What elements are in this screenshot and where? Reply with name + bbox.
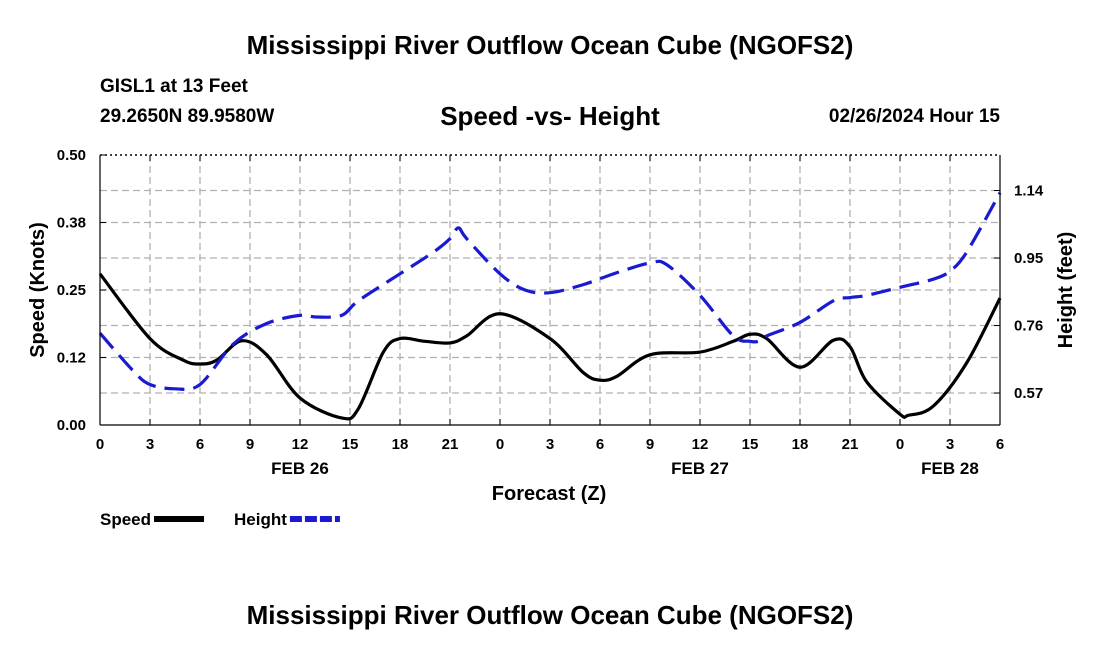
y-left-tick-label: 0.50: [57, 147, 86, 164]
main-title: Mississippi River Outflow Ocean Cube (NG…: [246, 30, 854, 60]
y-right-tick-label: 1.14: [1014, 183, 1044, 200]
y-left-tick-label: 0.25: [57, 282, 86, 299]
y-right-tick-label: 0.57: [1014, 385, 1043, 402]
chart-axes: 0 3 6 9 12 15 18 21 0 3 6 9 12 15 18 21 0 3 6 0.00 0.12 0.25 0…: [57, 147, 1044, 478]
x-tick-label: 9: [246, 436, 254, 453]
bottom-title: Mississippi River Outflow Ocean Cube (NG…: [246, 600, 854, 630]
date-label: FEB 28: [921, 459, 979, 478]
y-right-tick-label: 0.76: [1014, 318, 1043, 335]
x-tick-label: 6: [596, 436, 604, 453]
x-tick-label: 3: [946, 436, 954, 453]
y-left-tick-label: 0.38: [57, 215, 86, 232]
y-right-tick-label: 0.95: [1014, 250, 1043, 267]
y-left-tick-label: 0.12: [57, 350, 86, 367]
forecast-datetime: 02/26/2024 Hour 15: [828, 106, 1000, 127]
y-axis-right-label: Height (feet): [1055, 232, 1077, 349]
x-axis-label: Forecast (Z): [492, 483, 606, 505]
legend-label-height: Height: [234, 510, 287, 529]
chart-grid: [100, 155, 1000, 425]
x-tick-label: 18: [792, 436, 809, 453]
x-tick-label: 3: [146, 436, 154, 453]
y-left-tick-label: 0.00: [57, 417, 86, 434]
x-tick-label: 18: [392, 436, 409, 453]
chart-legend: Speed Height: [100, 510, 340, 529]
y-axis-left-label: Speed (Knots): [27, 222, 49, 358]
x-tick-label: 15: [742, 436, 759, 453]
station-label: GISL1 at 13 Feet: [100, 76, 248, 97]
x-tick-label: 21: [842, 436, 859, 453]
station-coordinates: 29.2650N 89.9580W: [100, 106, 275, 127]
x-tick-label: 12: [692, 436, 709, 453]
x-tick-label: 0: [896, 436, 904, 453]
x-tick-label: 0: [96, 436, 104, 453]
height-series-line: [98, 192, 1002, 392]
x-tick-label: 21: [442, 436, 459, 453]
date-label: FEB 27: [671, 459, 729, 478]
date-label: FEB 26: [271, 459, 329, 478]
chart-subtitle: Speed -vs- Height: [440, 101, 660, 131]
x-tick-label: 3: [546, 436, 554, 453]
x-tick-label: 9: [646, 436, 654, 453]
speed-series-line: [98, 272, 1002, 421]
x-tick-label: 6: [996, 436, 1004, 453]
chart-series: [98, 192, 1002, 421]
x-tick-label: 15: [342, 436, 359, 453]
legend-label-speed: Speed: [100, 510, 151, 529]
x-tick-label: 0: [496, 436, 504, 453]
x-tick-label: 6: [196, 436, 204, 453]
x-tick-label: 12: [292, 436, 309, 453]
